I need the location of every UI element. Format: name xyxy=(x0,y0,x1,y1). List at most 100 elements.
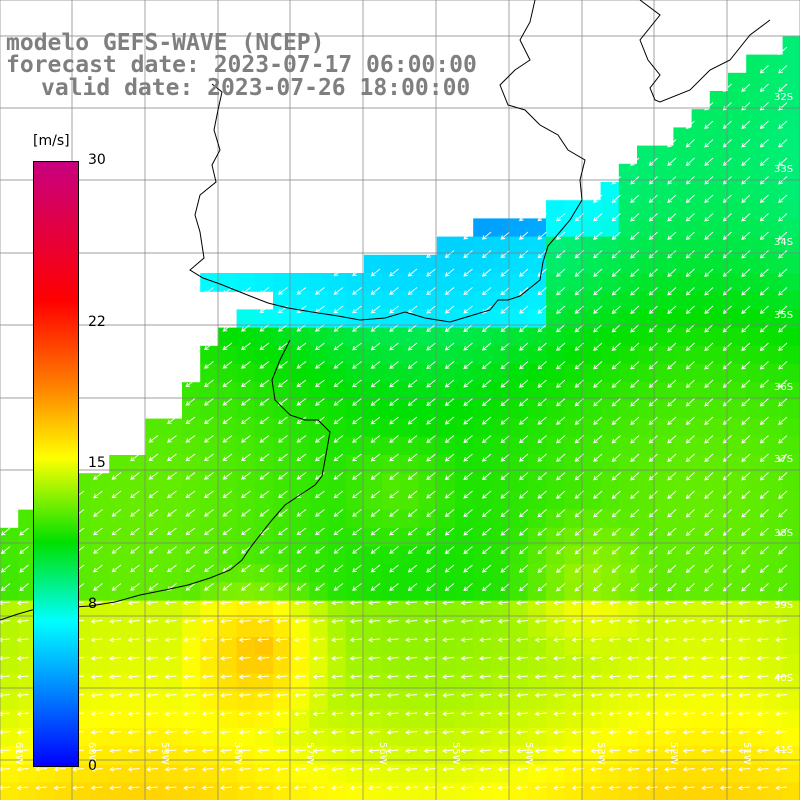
wind-arrow xyxy=(497,692,510,698)
wind-arrow xyxy=(222,361,233,369)
wind-arrow xyxy=(146,692,159,698)
wind-arrow xyxy=(442,692,455,698)
wind-arrow xyxy=(0,546,11,555)
wind-cell xyxy=(254,709,274,729)
wind-cell xyxy=(491,382,511,401)
wind-cell xyxy=(709,746,729,765)
wind-cell xyxy=(637,145,656,165)
wind-cell xyxy=(345,709,365,729)
wind-arrow xyxy=(315,416,325,425)
wind-arrow xyxy=(352,546,362,554)
wind-cell xyxy=(746,455,765,474)
wind-arrow xyxy=(370,546,381,554)
wind-cell xyxy=(91,782,110,800)
wind-cell xyxy=(0,728,19,747)
wind-arrow xyxy=(148,435,159,443)
wind-arrow xyxy=(627,785,640,791)
wind-cell xyxy=(327,728,347,747)
wind-arrow xyxy=(778,583,788,592)
wind-cell xyxy=(637,364,656,383)
wind-arrow xyxy=(741,157,751,166)
wind-cell xyxy=(564,345,583,365)
wind-arrow xyxy=(611,546,621,555)
wind-cell xyxy=(491,291,511,310)
wind-cell xyxy=(382,455,401,474)
wind-arrow xyxy=(148,527,159,536)
wind-arrow xyxy=(519,342,529,351)
wind-cell xyxy=(491,455,511,474)
wind-cell xyxy=(673,637,693,656)
wind-cell xyxy=(764,400,784,420)
wind-arrow xyxy=(296,527,307,536)
wind-arrow xyxy=(72,766,85,772)
wind-arrow xyxy=(463,527,473,536)
wind-cell xyxy=(527,436,547,456)
wind-arrow xyxy=(386,618,399,624)
wind-cell xyxy=(218,564,238,583)
wind-cell xyxy=(709,291,729,310)
wind-cell xyxy=(109,709,128,729)
wind-cell xyxy=(473,400,492,420)
wind-arrow xyxy=(778,157,788,166)
wind-cell xyxy=(291,782,310,800)
wind-arrow xyxy=(148,453,159,462)
wind-cell xyxy=(473,345,492,365)
wind-arrow xyxy=(312,674,325,680)
wind-arrow xyxy=(185,398,196,406)
wind-cell xyxy=(382,546,401,565)
wind-arrow xyxy=(741,120,751,129)
wind-arrow xyxy=(590,600,603,606)
wind-arrow xyxy=(704,194,714,203)
wind-arrow xyxy=(500,564,510,573)
wind-arrow xyxy=(630,527,640,536)
wind-cell xyxy=(673,527,693,547)
wind-cell xyxy=(382,291,401,310)
wind-arrow xyxy=(127,637,140,643)
wind-arrow xyxy=(241,453,251,462)
wind-cell xyxy=(18,691,37,711)
wind-arrow xyxy=(553,618,566,624)
wind-cell xyxy=(145,509,165,529)
wind-cell xyxy=(709,455,729,474)
wind-arrow xyxy=(389,287,399,295)
wind-cell xyxy=(618,637,638,656)
wind-arrow xyxy=(608,692,621,698)
wind-cell xyxy=(364,345,383,365)
wind-cell xyxy=(54,782,74,800)
wind-cell xyxy=(127,691,147,711)
wind-cell xyxy=(382,364,401,383)
wind-cell xyxy=(327,527,347,547)
wind-arrow xyxy=(0,785,11,791)
wind-arrow xyxy=(778,361,788,370)
wind-arrow xyxy=(775,711,788,717)
model-title: modelo GEFS-WAVE (NCEP) xyxy=(6,30,325,56)
wind-cell xyxy=(564,273,583,292)
wind-arrow xyxy=(257,674,270,680)
wind-cell xyxy=(546,691,565,711)
wind-cell xyxy=(345,382,365,401)
wind-arrow xyxy=(426,583,436,591)
wind-arrow xyxy=(444,435,455,444)
wind-cell xyxy=(364,618,383,638)
wind-arrow xyxy=(722,509,732,518)
wind-arrow xyxy=(463,509,473,518)
wind-arrow xyxy=(0,637,11,643)
wind-arrow xyxy=(630,268,640,277)
wind-arrow xyxy=(185,583,196,591)
wind-cell xyxy=(600,327,620,347)
wind-cell xyxy=(0,637,19,656)
wind-arrow xyxy=(537,342,547,351)
wind-arrow xyxy=(312,692,325,698)
wind-cell xyxy=(163,582,183,602)
wind-cell xyxy=(728,254,747,274)
wind-cell xyxy=(436,236,456,256)
wind-cell xyxy=(109,564,128,583)
wind-arrow xyxy=(296,583,307,591)
wind-cell xyxy=(473,491,492,511)
wind-arrow xyxy=(775,766,788,772)
wind-cell xyxy=(527,728,547,747)
wind-arrow xyxy=(333,564,344,573)
wind-arrow xyxy=(685,324,695,333)
wind-cell xyxy=(455,691,474,711)
